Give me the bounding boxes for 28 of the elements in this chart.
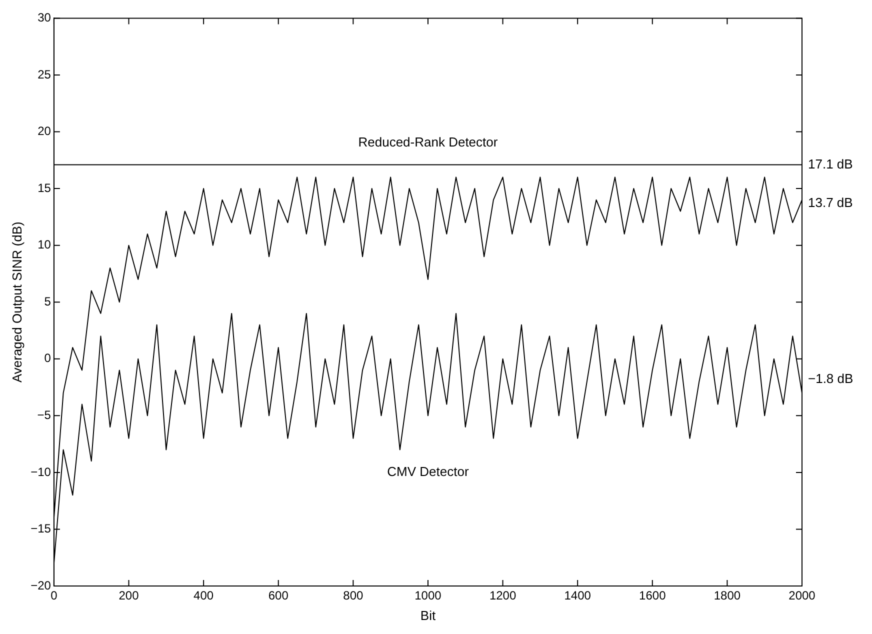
annotation: Reduced-Rank Detector xyxy=(358,134,498,150)
x-tick-label: 1000 xyxy=(414,588,442,603)
y-tick-label: 10 xyxy=(38,238,52,252)
ref-line-label: 17.1 dB xyxy=(808,156,853,172)
y-tick-label: 0 xyxy=(44,351,52,366)
y-tick-label: 15 xyxy=(38,180,52,195)
y-tick-label: −15 xyxy=(30,522,52,536)
x-tick-label: 2000 xyxy=(788,588,816,603)
x-axis-title: Bit xyxy=(420,608,436,623)
y-tick-label: 25 xyxy=(38,67,52,82)
annotation: CMV Detector xyxy=(387,464,470,480)
annotation: 13.7 dB xyxy=(808,194,853,210)
x-tick-label: 600 xyxy=(268,588,289,603)
y-tick-label: 20 xyxy=(38,124,52,138)
y-tick-label: −5 xyxy=(37,408,52,422)
y-tick-label: −20 xyxy=(30,578,52,592)
x-tick-label: 200 xyxy=(118,588,140,603)
x-tick-label: 1800 xyxy=(714,588,741,603)
y-axis-title: Averaged Output SINR (dB) xyxy=(9,222,24,383)
x-tick-label: 800 xyxy=(343,588,364,603)
x-tick-label: 1200 xyxy=(489,588,516,603)
x-tick-label: 1400 xyxy=(564,588,592,603)
x-tick-label: 400 xyxy=(194,588,214,603)
annotation: −1.8 dB xyxy=(808,370,854,386)
y-tick-label: 5 xyxy=(44,294,52,308)
x-tick-label: 1600 xyxy=(639,588,666,603)
y-tick-label: 30 xyxy=(38,10,52,25)
y-tick-label: −10 xyxy=(30,464,52,479)
